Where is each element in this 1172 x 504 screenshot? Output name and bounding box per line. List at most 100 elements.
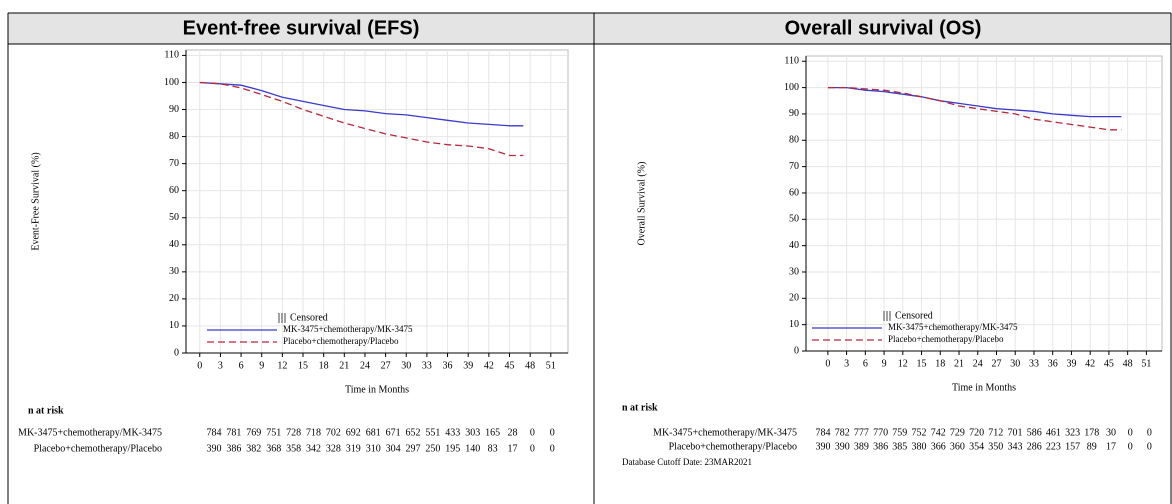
x-tick-label: 45: [504, 360, 514, 371]
risk-count: 390: [207, 443, 222, 454]
risk-count: 385: [892, 441, 907, 452]
y-tick-label: 70: [169, 158, 179, 169]
risk-count: 751: [266, 427, 281, 438]
y-tick-label: 100: [784, 82, 799, 93]
legend-label: Placebo+chemotherapy/Placebo: [283, 336, 399, 346]
x-tick-label: 0: [825, 358, 830, 369]
risk-count: 461: [1046, 427, 1061, 438]
risk-count: 433: [445, 427, 460, 438]
survival-curve: [827, 86, 1122, 131]
x-tick-label: 6: [239, 360, 244, 371]
risk-count: 17: [1106, 441, 1116, 452]
risk-count: 250: [425, 443, 440, 454]
risk-count: 0: [1147, 427, 1152, 438]
x-tick-label: 33: [1029, 358, 1039, 369]
risk-count: 0: [550, 443, 555, 454]
x-tick-label: 9: [882, 358, 887, 369]
risk-count: 386: [873, 441, 888, 452]
legend-label: MK-3475+chemotherapy/MK-3475: [888, 322, 1018, 332]
y-tick-label: 50: [169, 212, 179, 223]
risk-count: 178: [1084, 427, 1099, 438]
y-tick-label: 30: [169, 266, 179, 277]
x-tick-label: 18: [319, 360, 329, 371]
y-tick-label: 40: [789, 240, 799, 251]
risk-count: 742: [931, 427, 946, 438]
risk-row-label: MK-3475+chemotherapy/MK-3475: [18, 427, 162, 438]
risk-count: 712: [988, 427, 1003, 438]
x-tick-label: 6: [863, 358, 868, 369]
y-tick-label: 10: [789, 319, 799, 330]
risk-count: 380: [912, 441, 927, 452]
y-axis-label: Event-Free Survival (%): [30, 152, 41, 250]
risk-count: 0: [1147, 441, 1152, 452]
x-tick-label: 15: [917, 358, 927, 369]
risk-count: 304: [386, 443, 401, 454]
risk-count: 770: [873, 427, 888, 438]
plot-frame: [185, 49, 569, 354]
y-tick-label: 100: [164, 77, 179, 88]
y-tick-label: 30: [789, 266, 799, 277]
risk-count: 328: [326, 443, 341, 454]
x-tick-label: 21: [339, 360, 349, 371]
risk-count: 28: [508, 427, 518, 438]
x-tick-label: 0: [197, 360, 202, 371]
x-tick-label: 42: [484, 360, 494, 371]
y-tick-label: 60: [789, 187, 799, 198]
risk-count: 310: [366, 443, 381, 454]
x-tick-label: 36: [443, 360, 453, 371]
risk-count: 223: [1046, 441, 1061, 452]
y-tick-label: 90: [789, 108, 799, 119]
risk-count: 784: [816, 427, 831, 438]
x-tick-label: 33: [422, 360, 432, 371]
legend-label: Censored: [895, 310, 933, 321]
y-tick-label: 40: [169, 239, 179, 250]
survival-curve: [199, 81, 524, 157]
risk-count: 728: [286, 427, 301, 438]
y-tick-label: 50: [789, 214, 799, 225]
legend-label: Placebo+chemotherapy/Placebo: [888, 334, 1004, 344]
survival-curve: [827, 86, 1122, 118]
risk-count: 652: [406, 427, 421, 438]
risk-count: 342: [306, 443, 321, 454]
y-tick-label: 60: [169, 185, 179, 196]
risk-count: 358: [286, 443, 301, 454]
risk-count: 286: [1027, 441, 1042, 452]
y-tick-label: 90: [169, 104, 179, 115]
risk-count: 389: [854, 441, 869, 452]
y-tick-label: 20: [169, 293, 179, 304]
y-tick-label: 0: [174, 347, 179, 358]
x-tick-label: 15: [298, 360, 308, 371]
risk-count: 729: [950, 427, 965, 438]
risk-row-label: Placebo+chemotherapy/Placebo: [34, 443, 162, 454]
risk-count: 752: [912, 427, 927, 438]
y-tick-label: 80: [789, 135, 799, 146]
risk-count: 681: [366, 427, 381, 438]
x-tick-label: 51: [546, 360, 556, 371]
risk-count: 350: [988, 441, 1003, 452]
risk-count: 360: [950, 441, 965, 452]
x-tick-label: 51: [1141, 358, 1151, 369]
column-header: Overall survival (OS): [785, 17, 982, 39]
risk-count: 303: [465, 427, 480, 438]
column-header: Event-free survival (EFS): [183, 17, 420, 39]
x-tick-label: 24: [360, 360, 370, 371]
risk-count: 83: [488, 443, 498, 454]
x-tick-label: 3: [218, 360, 223, 371]
survival-curve: [199, 81, 524, 127]
risk-count: 297: [406, 443, 421, 454]
risk-row-label: MK-3475+chemotherapy/MK-3475: [653, 427, 797, 438]
x-tick-label: 42: [1085, 358, 1095, 369]
x-axis-label: Time in Months: [345, 384, 409, 395]
legend-label: MK-3475+chemotherapy/MK-3475: [283, 324, 413, 334]
x-tick-label: 3: [844, 358, 849, 369]
risk-count: 157: [1065, 441, 1080, 452]
legend-label: Censored: [290, 312, 328, 323]
risk-count: 390: [835, 441, 850, 452]
risk-title: n at risk: [622, 402, 658, 413]
x-tick-label: 48: [1123, 358, 1133, 369]
risk-row-label: Placebo+chemotherapy/Placebo: [669, 441, 797, 452]
x-tick-label: 27: [381, 360, 391, 371]
risk-count: 671: [386, 427, 401, 438]
risk-count: 165: [485, 427, 500, 438]
